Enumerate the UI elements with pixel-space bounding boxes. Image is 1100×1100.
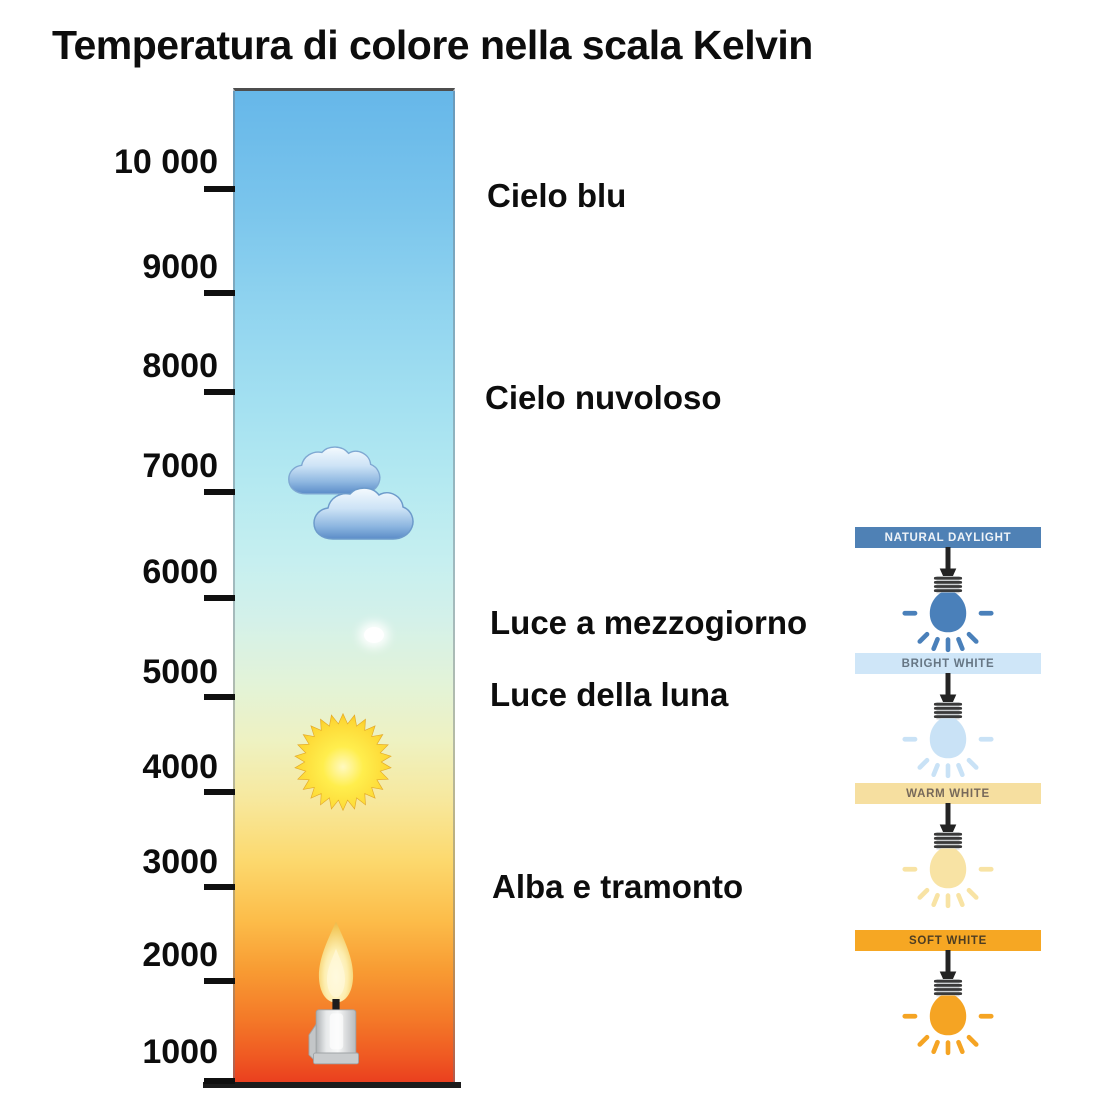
lightbulb-icon <box>894 673 1002 784</box>
tick-mark <box>204 389 235 395</box>
cloud-icon <box>283 443 418 543</box>
tick-label: 7000 <box>142 447 218 485</box>
annotation-label: Luce della luna <box>490 676 729 713</box>
kelvin-gradient-bar <box>233 88 455 1087</box>
tick-mark <box>204 489 235 495</box>
candle-icon <box>300 918 372 1071</box>
tick-label: 2000 <box>142 936 218 974</box>
annotation-label: Alba e tramonto <box>492 868 744 905</box>
annotation-label: Luce a mezzogiorno <box>490 604 808 641</box>
tick-label: 3000 <box>142 843 218 881</box>
sun-icon <box>293 712 393 812</box>
page-title: Temperatura di colore nella scala Kelvin <box>52 22 813 68</box>
annotation-label: Cielo blu <box>487 177 627 214</box>
tick-label: 10 000 <box>114 143 218 181</box>
tick-mark <box>204 595 235 601</box>
bulb-header-warm-white: WARM WHITE <box>855 783 1041 804</box>
tick-mark <box>204 290 235 296</box>
tick-label: 8000 <box>142 347 218 385</box>
lightbulb-icon <box>894 803 1002 914</box>
bulb-header-bright-white: BRIGHT WHITE <box>855 653 1041 674</box>
lightbulb-icon <box>894 950 1002 1061</box>
tick-mark <box>204 1078 235 1084</box>
lightbulb-icon <box>894 547 1002 658</box>
tick-mark <box>204 694 235 700</box>
tick-label: 5000 <box>142 653 218 691</box>
bulb-header-soft-white: SOFT WHITE <box>855 930 1041 951</box>
tick-label: 1000 <box>142 1033 218 1071</box>
tick-mark <box>204 978 235 984</box>
bulb-header-natural-daylight: NATURAL DAYLIGHT <box>855 527 1041 548</box>
annotation-label: Cielo nuvoloso <box>485 379 722 416</box>
tick-label: 4000 <box>142 748 218 786</box>
tick-label: 6000 <box>142 553 218 591</box>
tick-label: 9000 <box>142 248 218 286</box>
tick-mark <box>204 884 235 890</box>
axis-baseline <box>203 1082 461 1088</box>
tick-mark <box>204 186 235 192</box>
tick-mark <box>204 789 235 795</box>
moon-icon <box>364 627 384 643</box>
